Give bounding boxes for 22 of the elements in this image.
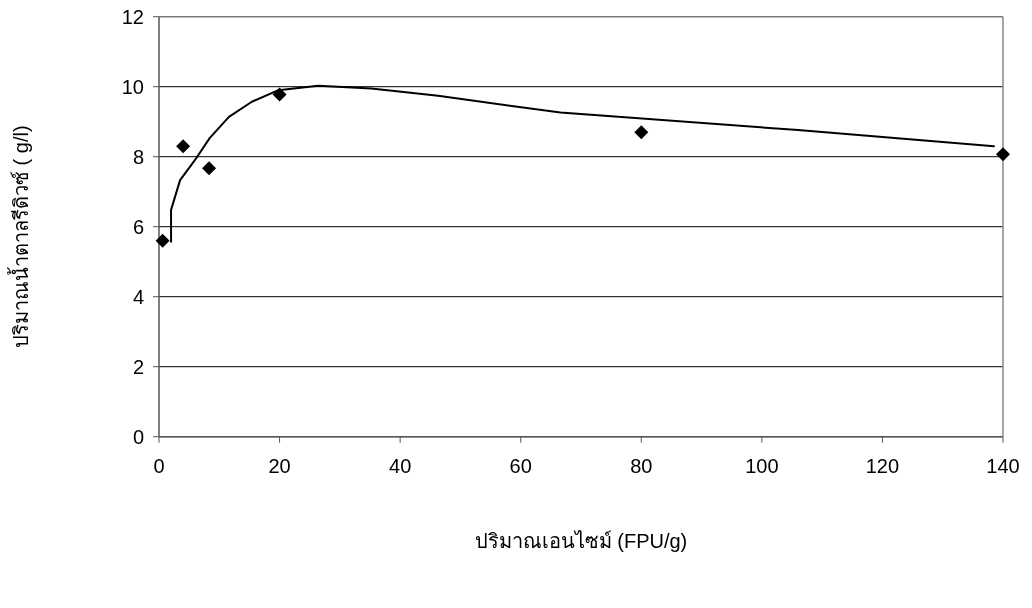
x-axis-title: ปริมาณเอนไซม์ (FPU/g): [474, 530, 688, 552]
point: [996, 147, 1010, 162]
y-tick-label: 6: [132, 215, 144, 238]
point: [176, 139, 191, 154]
y-tick-label: 8: [132, 145, 144, 168]
x-tick-label: 120: [865, 454, 900, 477]
point: [155, 233, 170, 248]
x-tick-label: 60: [509, 454, 532, 477]
y-tick-label: 0: [132, 425, 144, 448]
y-tick-label: 10: [121, 75, 144, 98]
x-tick-label: 0: [153, 454, 165, 477]
y-tick-label: 4: [132, 285, 144, 308]
point: [202, 161, 217, 176]
y-tick-label: 12: [121, 5, 144, 28]
x-tick-label: 40: [389, 454, 412, 477]
x-tick-label: 20: [268, 454, 291, 477]
y-tick-label: 2: [132, 355, 144, 378]
x-tick-label: 140: [986, 454, 1020, 477]
x-tick-label: 100: [745, 454, 779, 477]
y-axis-title: ปริมาณน้ำตาลรีดิวซ์ ( g/l): [7, 125, 32, 348]
point: [634, 125, 649, 140]
x-tick-label: 80: [630, 454, 653, 477]
